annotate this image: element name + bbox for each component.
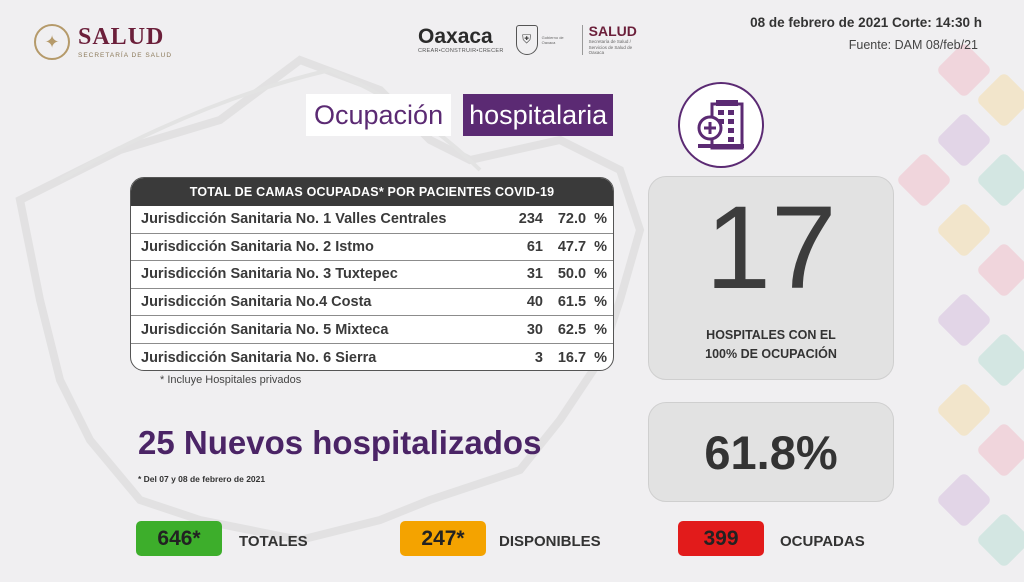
full-hospitals-card: 17 HOSPITALES CON EL 100% DE OCUPACIÓN: [648, 176, 894, 380]
available-beds-label: DISPONIBLES: [499, 533, 601, 550]
table-row: Jurisdicción Sanitaria No. 1 Valles Cent…: [131, 206, 613, 234]
salud-logo-word: SALUD: [78, 24, 165, 50]
jurisdiction-name: Jurisdicción Sanitaria No. 2 Istmo: [141, 238, 374, 255]
bed-count: 31: [526, 266, 543, 283]
oaxaca-logos: Oaxaca CREAR•CONSTRUIR•CRECER ⛨ Gobierno…: [418, 24, 637, 56]
eagle-seal-icon: ✦: [34, 24, 70, 60]
new-hospitalized-headline: 25 Nuevos hospitalizados: [138, 424, 542, 461]
salud-small-sub: Secretaría de Salud / Servicios de Salud…: [588, 39, 633, 55]
gobierno-sub: Gobierno de Oaxaca: [541, 34, 564, 45]
occupied-beds-label: OCUPADAS: [780, 533, 865, 550]
jurisdiction-name: Jurisdicción Sanitaria No. 1 Valles Cent…: [141, 211, 447, 228]
table-row: Jurisdicción Sanitaria No. 2 Istmo 61 47…: [131, 234, 613, 262]
logo-divider: [581, 24, 583, 55]
bed-count: 3: [534, 349, 543, 366]
private-hospitals-note: * Incluye Hospitales privados: [160, 374, 302, 386]
jurisdiction-name: Jurisdicción Sanitaria No. 3 Tuxtepec: [141, 266, 398, 283]
table-row: Jurisdicción Sanitaria No. 6 Sierra 3 16…: [131, 344, 613, 370]
available-beds-badge: 247*: [400, 521, 486, 556]
table-row: Jurisdicción Sanitaria No.4 Costa 40 61.…: [131, 289, 613, 317]
title-part2: hospitalaria: [463, 94, 614, 136]
full-hospitals-label: HOSPITALES CON EL 100% DE OCUPACIÓN: [649, 326, 893, 364]
occupancy-percent: 61.5 %: [557, 294, 607, 311]
hospital-building-icon: [678, 82, 764, 168]
salud-logo-sub: SECRETARÍA DE SALUD: [78, 52, 173, 59]
jurisdiction-name: Jurisdicción Sanitaria No. 5 Mixteca: [141, 321, 389, 338]
salud-small-logo: SALUD Secretaría de Salud / Servicios de…: [589, 24, 637, 56]
occupancy-card: 61.8%: [648, 402, 894, 502]
covid-beds-table: TOTAL DE CAMAS OCUPADAS* POR PACIENTES C…: [130, 177, 614, 371]
state-shield-icon: ⛨: [515, 24, 538, 55]
bed-count: 30: [526, 321, 543, 338]
decorative-diamonds: [898, 44, 1024, 566]
occupancy-percent: 50.0 %: [557, 266, 607, 283]
occupancy-value: 61.8%: [704, 426, 838, 479]
occupancy-percent: 72.0 %: [557, 211, 607, 228]
new-hospitalized-note: * Del 07 y 08 de febrero de 2021: [138, 474, 266, 484]
total-beds-label: TOTALES: [239, 533, 308, 550]
page-title: Ocupación hospitalaria: [306, 94, 614, 136]
occupancy-percent: 62.5 %: [557, 321, 607, 338]
jurisdiction-name: Jurisdicción Sanitaria No. 6 Sierra: [141, 349, 377, 366]
full-hospitals-label-line1: HOSPITALES CON EL: [706, 328, 836, 342]
table-header: TOTAL DE CAMAS OCUPADAS* POR PACIENTES C…: [131, 178, 613, 206]
bed-count: 40: [526, 294, 543, 311]
occupancy-percent: 47.7 %: [557, 238, 607, 255]
date-cutoff: 08 de febrero de 2021 Corte: 14:30 h: [750, 15, 982, 30]
bed-count: 61: [526, 238, 543, 255]
jurisdiction-name: Jurisdicción Sanitaria No.4 Costa: [141, 294, 372, 311]
table-row: Jurisdicción Sanitaria No. 3 Tuxtepec 31…: [131, 261, 613, 289]
total-beds-badge: 646*: [136, 521, 222, 556]
salud-logo: ✦ SALUD SECRETARÍA DE SALUD: [34, 24, 172, 60]
title-part1: Ocupación: [306, 94, 452, 136]
occupied-beds-badge: 399: [678, 521, 764, 556]
full-hospitals-label-line2: 100% DE OCUPACIÓN: [705, 347, 837, 361]
bed-count: 234: [518, 211, 543, 228]
oaxaca-logo-sub: CREAR•CONSTRUIR•CRECER: [418, 47, 504, 54]
source-line: Fuente: DAM 08/feb/21: [848, 38, 978, 52]
salud-small-word: SALUD: [588, 23, 637, 39]
occupancy-percent: 16.7 %: [557, 349, 607, 366]
table-row: Jurisdicción Sanitaria No. 5 Mixteca 30 …: [131, 316, 613, 344]
full-hospitals-count: 17: [705, 182, 837, 314]
oaxaca-logo-word: Oaxaca: [418, 24, 493, 48]
